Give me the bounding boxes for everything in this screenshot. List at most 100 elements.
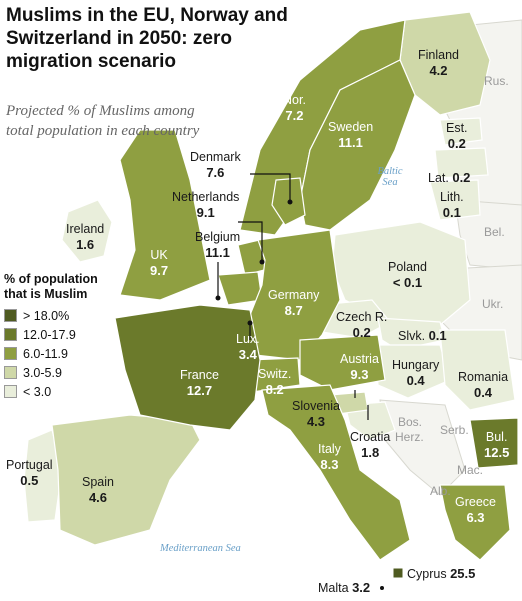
country-name: Malta [318, 581, 349, 595]
label-bosnia: Bos. [398, 415, 423, 429]
legend-item: 6.0-11.9 [4, 344, 124, 363]
label-slovenia: Slovenia 4.3 [292, 399, 340, 429]
country-value: 9.7 [150, 263, 169, 278]
country-value: 3.2 [352, 580, 371, 595]
country-name: Lat. [428, 171, 449, 185]
germany-shape [247, 229, 341, 361]
balkans-shape [379, 399, 466, 496]
legend-label: 6.0-11.9 [23, 346, 68, 361]
denmark-leader [250, 173, 291, 200]
country-name: Switz. [258, 367, 292, 381]
label-lithuania: Lith. 0.1 [440, 190, 464, 220]
label-estonia: Est. 0.2 [446, 121, 468, 151]
country-name: Greece [455, 495, 496, 509]
country-value: 11.1 [338, 135, 363, 150]
country-value: 7.6 [206, 165, 225, 180]
ireland-shape [61, 199, 113, 263]
country-name: Netherlands [172, 190, 240, 204]
belgium-dot [215, 295, 221, 301]
label-belarus: Bel. [484, 225, 505, 239]
country-value: 0.1 [428, 328, 447, 343]
bulgaria-shape [469, 417, 519, 469]
legend-item: < 3.0 [4, 382, 124, 401]
label-luxembourg: Lux. 3.4 [236, 332, 260, 362]
leader-lines [217, 173, 369, 420]
sweden-shape [299, 59, 416, 231]
label-poland: Poland < 0.1 [388, 260, 427, 290]
label-macedonia: Mac. [457, 463, 484, 477]
spain-shape [51, 414, 201, 546]
country-name: France [180, 368, 219, 382]
bin-under-3 [23, 117, 516, 523]
label-netherlands: Netherlands 9.1 [172, 190, 239, 220]
country-value: 4.6 [88, 490, 108, 505]
legend-label: 3.0-5.9 [23, 365, 62, 380]
label-ukraine: Ukr. [482, 297, 504, 311]
country-name: Poland [388, 260, 427, 274]
country-value: 0.2 [447, 136, 466, 151]
country-value: 0.2 [452, 170, 471, 185]
country-value: 8.3 [320, 457, 339, 472]
country-value: 3.4 [238, 347, 257, 362]
country-value: 25.5 [450, 566, 476, 581]
label-denmark: Denmark 7.6 [190, 150, 241, 180]
label-austria: Austria 9.3 [340, 352, 379, 382]
legend-swatch [4, 385, 17, 398]
country-value: 7.2 [285, 108, 304, 123]
country-name: Slvk. [398, 329, 426, 343]
country-name: Spain [82, 475, 114, 489]
legend-swatch [4, 366, 17, 379]
country-name: Bul. [485, 430, 508, 444]
country-name: Sweden [328, 120, 374, 134]
label-russia: Rus. [484, 74, 509, 88]
country-value: 0.4 [473, 385, 493, 400]
label-serbia: Serb. [440, 423, 469, 437]
country-value: 12.5 [484, 445, 510, 460]
cyprus-swatch [392, 567, 404, 579]
legend-item: > 18.0% [4, 306, 124, 325]
country-value: < 0.1 [392, 275, 423, 290]
legend-title: % of population that is Muslim [4, 272, 98, 301]
label-france: France 12.7 [180, 368, 219, 398]
country-name: UK [150, 248, 168, 262]
legend-item: 3.0-5.9 [4, 363, 124, 382]
label-belgium: Belgium 11.1 [195, 230, 240, 260]
estonia-shape [439, 117, 483, 146]
label-greece: Greece 6.3 [455, 495, 496, 525]
country-name: Italy [318, 442, 341, 456]
legend-label: > 18.0% [23, 308, 70, 323]
uk-shape [119, 129, 211, 301]
italy-shape [261, 384, 411, 561]
country-name: Denmark [190, 150, 241, 164]
country-name: Germany [268, 288, 320, 302]
country-name: Austria [340, 352, 379, 366]
label-portugal: Portugal 0.5 [6, 458, 53, 488]
country-name: Finland [418, 48, 459, 62]
country-value: 0.2 [352, 325, 371, 340]
luxembourg-dot [247, 320, 253, 326]
label-finland: Finland 4.2 [418, 48, 459, 78]
label-hungary: Hungary 0.4 [392, 358, 439, 388]
country-name: Romania [458, 370, 509, 384]
label-sweden: Sweden 11.1 [328, 120, 373, 150]
country-name: Czech R. [336, 310, 388, 324]
label-malta: Malta 3.2 [318, 580, 370, 595]
label-herzegovina: Herz. [395, 430, 424, 444]
country-name: Ireland [66, 222, 105, 236]
country-value: 9.1 [196, 205, 215, 220]
lithuania-shape [429, 179, 481, 221]
label-albania: Alb. [430, 484, 451, 498]
portugal-shape [23, 429, 63, 523]
malta-dot [380, 586, 384, 590]
country-value: 4.3 [306, 414, 326, 429]
country-value: 6.3 [466, 510, 485, 525]
label-spain: Spain 4.6 [82, 475, 114, 505]
label-italy: Italy 8.3 [318, 442, 341, 472]
country-value: 4.2 [429, 63, 448, 78]
country-name: Portugal [6, 458, 53, 472]
legend-label: < 3.0 [23, 384, 52, 399]
france-shape [114, 304, 261, 431]
label-germany: Germany 8.7 [268, 288, 319, 318]
country-value: 0.5 [20, 473, 39, 488]
country-value: 1.6 [76, 237, 95, 252]
